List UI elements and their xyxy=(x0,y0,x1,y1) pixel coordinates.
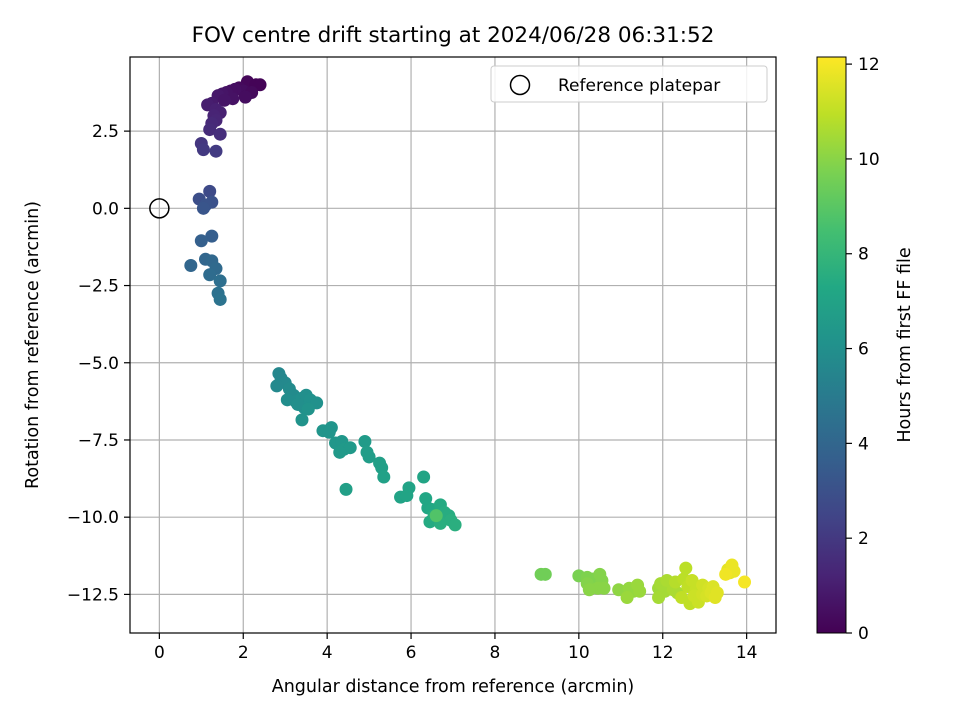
grid xyxy=(130,57,776,633)
data-point xyxy=(203,123,217,137)
chart-title: FOV centre drift starting at 2024/06/28 … xyxy=(192,23,715,48)
data-point xyxy=(291,397,305,411)
y-tick-label: 0.0 xyxy=(92,199,119,219)
data-point xyxy=(417,470,431,484)
data-point xyxy=(597,581,611,595)
data-point xyxy=(322,425,336,439)
data-point xyxy=(203,268,217,282)
x-tick-label: 14 xyxy=(736,643,758,663)
x-tick-label: 10 xyxy=(568,643,590,663)
colorbar-tick-label: 12 xyxy=(858,55,880,75)
colorbar-tick-label: 2 xyxy=(858,529,869,549)
data-point xyxy=(358,435,372,449)
colorbar-tick-label: 8 xyxy=(858,245,869,265)
data-point xyxy=(270,379,284,393)
data-point xyxy=(582,583,596,597)
x-tick-label: 0 xyxy=(154,643,165,663)
data-point xyxy=(710,586,724,600)
data-point xyxy=(213,127,227,141)
data-point xyxy=(209,144,223,158)
data-point xyxy=(679,561,693,575)
data-point xyxy=(620,590,634,604)
data-point xyxy=(184,258,198,272)
y-tick-label: −10.0 xyxy=(67,508,119,528)
y-tick-label: 2.5 xyxy=(92,122,119,142)
colorbar-label: Hours from first FF file xyxy=(895,247,915,442)
data-point xyxy=(295,413,309,427)
data-point xyxy=(400,489,414,503)
data-point xyxy=(377,470,391,484)
colorbar-tick-label: 10 xyxy=(858,150,880,170)
data-point xyxy=(333,445,347,459)
data-point xyxy=(448,518,462,532)
legend-label: Reference platepar xyxy=(558,76,720,96)
plot-frame xyxy=(129,56,777,634)
data-point xyxy=(343,441,357,455)
data-point xyxy=(196,143,210,157)
data-point xyxy=(213,274,227,288)
x-tick-label: 4 xyxy=(322,643,333,663)
x-tick-label: 6 xyxy=(406,643,417,663)
y-tick-label: −5.0 xyxy=(78,354,119,374)
x-axis: 0 2 4 6 8 10 12 14 xyxy=(154,633,758,663)
colorbar: 0 2 4 6 8 10 12 Hours from first FF file xyxy=(816,55,915,644)
reference-platepar-marker xyxy=(149,198,170,219)
data-point xyxy=(633,584,647,598)
data-point xyxy=(238,90,252,104)
data-point xyxy=(652,590,666,604)
data-point xyxy=(339,482,353,496)
data-point xyxy=(217,93,231,107)
data-point xyxy=(213,292,227,306)
data-points xyxy=(184,75,752,611)
x-axis-label: Angular distance from reference (arcmin) xyxy=(272,677,635,697)
data-point xyxy=(429,509,443,523)
data-point xyxy=(719,567,733,581)
data-point xyxy=(194,234,208,248)
y-tick-label: −2.5 xyxy=(78,277,119,297)
data-point xyxy=(301,402,315,416)
data-point xyxy=(738,575,752,589)
x-tick-label: 12 xyxy=(652,643,674,663)
colorbar-tick-label: 4 xyxy=(858,434,869,454)
y-tick-label: −7.5 xyxy=(78,431,119,451)
colorbar-tick-label: 6 xyxy=(858,340,869,360)
legend-box xyxy=(490,65,768,103)
data-point xyxy=(612,583,626,597)
reference-marker-layer xyxy=(149,198,170,219)
data-point xyxy=(538,567,552,581)
legend-marker-icon xyxy=(509,74,531,96)
data-point xyxy=(205,229,219,243)
colorbar-gradient xyxy=(816,56,847,634)
y-axis: 2.5 0.0 −2.5 −5.0 −7.5 −10.0 −12.5 xyxy=(67,122,130,605)
x-tick-label: 8 xyxy=(490,643,501,663)
colorbar-ticks: 0 2 4 6 8 10 12 xyxy=(846,55,880,644)
y-axis-label: Rotation from reference (arcmin) xyxy=(23,201,43,489)
data-point xyxy=(203,184,217,198)
x-tick-label: 2 xyxy=(238,643,249,663)
colorbar-tick-label: 0 xyxy=(858,624,869,644)
data-point xyxy=(196,201,210,215)
data-point xyxy=(253,78,267,92)
legend: Reference platepar xyxy=(490,65,768,103)
y-tick-label: −12.5 xyxy=(67,585,119,605)
data-point xyxy=(362,450,376,464)
